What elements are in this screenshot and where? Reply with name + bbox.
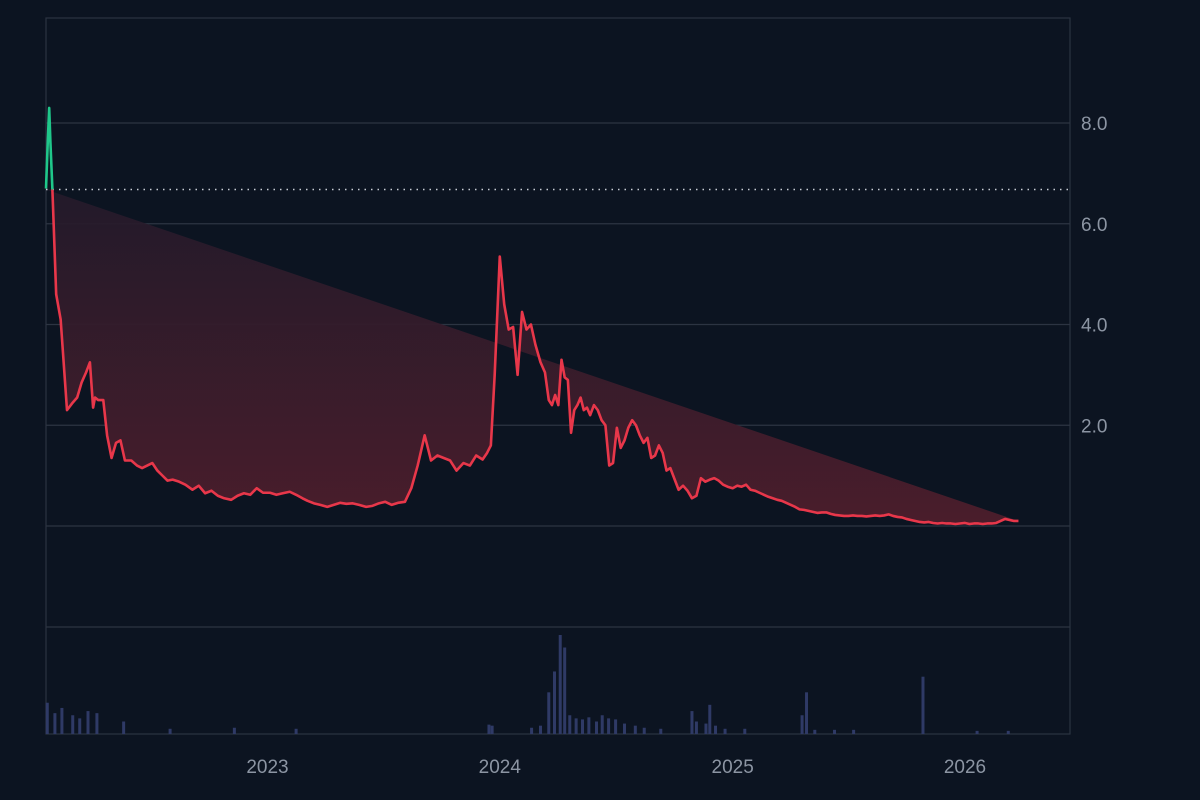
volume-bar (71, 715, 75, 734)
volume-bar (813, 729, 817, 734)
volume-bar (833, 729, 837, 734)
volume-bar (232, 727, 236, 734)
y-tick-label: 2.0 (1081, 416, 1107, 437)
volume-bar (595, 721, 599, 734)
volume-bar (805, 692, 809, 734)
x-axis-tick-labels: 2023 2024 2025 2026 (246, 757, 986, 778)
volume-bar (921, 676, 925, 734)
volume-bar (852, 729, 856, 734)
volume-bar (704, 723, 708, 734)
volume-bar (563, 647, 567, 734)
volume-bar (490, 725, 494, 734)
plot-frame (45, 17, 1071, 735)
volume-bar (723, 728, 727, 734)
volume-bar (1006, 730, 1010, 734)
volume-bar (547, 692, 551, 734)
volume-bar (530, 727, 534, 734)
volume-bar (600, 715, 604, 734)
y-axis-tick-labels: 8.0 6.0 4.0 2.0 (1081, 114, 1107, 437)
volume-bar (633, 725, 637, 734)
price-line (44, 106, 1019, 526)
volume-bar (45, 702, 49, 734)
x-tick-label: 2024 (479, 757, 522, 778)
volume-bar (623, 723, 627, 734)
price-line-below-baseline (51, 189, 1019, 526)
area-fill (46, 189, 1019, 524)
volume-bar (642, 727, 646, 734)
volume-bar (60, 707, 64, 734)
volume-bar (568, 715, 572, 734)
x-tick-label: 2023 (246, 757, 288, 778)
volume-bar (487, 724, 491, 734)
volume-bar (708, 704, 712, 734)
volume-bar (86, 711, 90, 734)
volume-bar (294, 728, 298, 734)
x-tick-label: 2026 (944, 757, 986, 778)
volume-bar (53, 713, 57, 734)
volume-bar (122, 721, 126, 734)
y-tick-label: 8.0 (1081, 114, 1107, 135)
volume-bar (587, 717, 591, 734)
volume-bar (743, 728, 747, 734)
volume-bar (558, 635, 562, 734)
volume-bar (607, 718, 611, 734)
volume-bar (581, 719, 585, 734)
volume-bar (714, 725, 718, 734)
volume-bar (975, 730, 979, 734)
y-tick-label: 6.0 (1081, 215, 1107, 236)
y-tick-label: 4.0 (1081, 316, 1107, 337)
volume-bar (574, 718, 578, 734)
volume-bar (659, 728, 663, 734)
volume-bar (690, 711, 694, 734)
volume-bar (78, 718, 82, 734)
volume-bar (800, 715, 804, 734)
volume-bar (614, 719, 618, 734)
volume-bars (45, 635, 1010, 734)
volume-bar (538, 725, 542, 734)
volume-bar (694, 721, 698, 734)
area-fill-path (46, 189, 1019, 524)
x-tick-label: 2025 (712, 757, 754, 778)
volume-bar (552, 671, 556, 734)
volume-bar (95, 713, 99, 734)
volume-bar (168, 728, 172, 734)
